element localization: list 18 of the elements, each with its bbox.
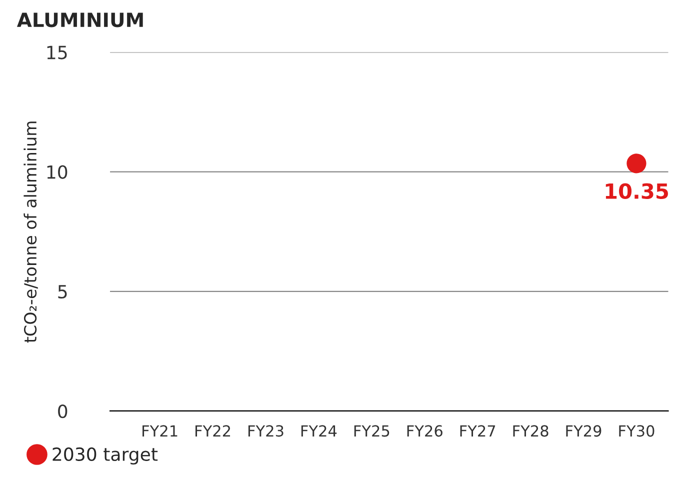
y-axis-title: tCO₂-e/tonne of aluminium [24,122,38,343]
x-tick-label: FY23 [248,425,284,437]
x-tick-label: FY30 [619,425,654,437]
x-tick-label: FY22 [195,425,230,436]
x-tick-label: FY21 [142,425,178,436]
x-tick-label: FY26 [407,425,442,437]
y-tick-label: 5 [58,285,67,299]
x-tick-label: FY29 [566,425,602,437]
x-tick-label: FY24 [301,425,337,436]
y-tick-label: 10 [47,165,68,179]
data-label: 10.35 [606,183,668,199]
legend-label: 2030 target [52,447,158,465]
x-tick-label: FY28 [513,425,548,437]
y-tick-label: 15 [47,46,67,60]
y-tick-label: 0 [58,404,68,418]
x-tick-label: FY25 [354,425,390,437]
x-tick-label: FY27 [460,425,496,436]
chart-title: ALUMINIUM [16,12,143,28]
